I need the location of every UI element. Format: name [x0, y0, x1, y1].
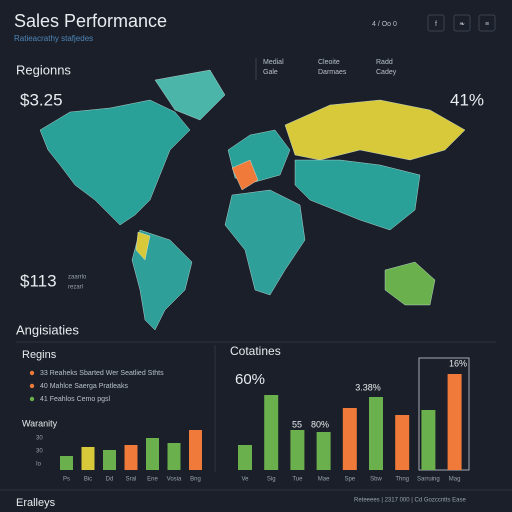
- annotation: 55: [292, 419, 302, 429]
- x-label: Bng: [190, 477, 201, 483]
- legend-line: Cleoite: [318, 59, 340, 66]
- x-label: Sig: [267, 477, 276, 483]
- bar: [167, 443, 181, 470]
- bar: [421, 410, 436, 470]
- axis-label: 30: [36, 436, 43, 442]
- africa: [224, 189, 306, 296]
- bar: [146, 438, 159, 470]
- south-america: [131, 229, 193, 331]
- x-label: Spe: [344, 477, 355, 483]
- footer-left: Eralleys: [16, 497, 56, 509]
- bar: [290, 430, 305, 470]
- legend-text: 40 Mahlce Saerga Pratleaks: [40, 383, 128, 390]
- legend-dot: [29, 370, 35, 376]
- bar: [447, 374, 462, 470]
- world-map: [39, 69, 466, 331]
- x-label: Ve: [241, 477, 249, 483]
- asia: [294, 159, 421, 231]
- legend-line: Cadey: [376, 69, 397, 76]
- panel-heading: Cotatines: [230, 344, 281, 358]
- toolbar-item[interactable]: ≡: [485, 21, 489, 28]
- legend-line: Gale: [263, 69, 278, 76]
- legend-line: Medial: [263, 59, 284, 66]
- legend-text: 41 Feahlos Cemo pgsl: [40, 396, 110, 403]
- chart-title: Waranity: [22, 418, 58, 428]
- australia: [384, 261, 436, 306]
- x-label: Sbw: [370, 477, 382, 483]
- annotation: 80%: [311, 419, 329, 429]
- bar: [124, 445, 138, 470]
- x-label: Dd: [106, 477, 114, 483]
- toolbar-item[interactable]: ❧: [459, 21, 465, 28]
- legend-line: Radd: [376, 59, 393, 66]
- russia: [284, 99, 466, 161]
- bar: [60, 456, 73, 470]
- footer-right: Reteeees | 2317 000 | Cd Gozccntts Ease: [354, 498, 467, 504]
- annotation: 16%: [449, 358, 467, 368]
- bar: [369, 397, 383, 470]
- x-label: Thng: [395, 477, 409, 483]
- toolbar-item[interactable]: 4 / Oo 0: [372, 21, 397, 28]
- highlight-box: [418, 357, 470, 471]
- x-label: Sarruing: [417, 477, 440, 483]
- stat: $3.25: [20, 90, 63, 109]
- greenland: [154, 69, 226, 121]
- icon-frame: [427, 14, 445, 32]
- stat: 41%: [450, 90, 484, 109]
- toolbar-item[interactable]: f: [435, 21, 437, 28]
- section-heading: Angisiaties: [16, 322, 79, 337]
- x-label: Bic: [84, 477, 92, 483]
- bar: [342, 408, 357, 470]
- annotation: 3.38%: [355, 382, 381, 392]
- panel-heading: Regins: [22, 349, 57, 361]
- title: Sales Performance: [14, 11, 167, 31]
- bar: [189, 430, 202, 470]
- bar: [238, 445, 252, 470]
- bar: [316, 432, 331, 470]
- bar: [395, 415, 410, 470]
- x-label: Ene: [147, 477, 158, 483]
- legend-text: 33 Reaheks Sbarted Wer Seatlied Sthts: [40, 370, 164, 377]
- stat: $113: [20, 271, 57, 290]
- x-label: Tue: [292, 477, 303, 483]
- legend-dot: [29, 396, 35, 402]
- axis-label: Io: [36, 462, 42, 468]
- legend-line: Darmaes: [318, 69, 347, 76]
- north-america: [39, 99, 191, 226]
- stat-note: rezarl: [68, 285, 83, 291]
- region-highlight: [231, 159, 259, 191]
- region-highlight: [135, 231, 151, 261]
- bar: [264, 395, 279, 470]
- icon-frame: [478, 14, 496, 32]
- x-label: Mae: [318, 477, 330, 483]
- icon-frame: [453, 14, 471, 32]
- axis-label: 30: [36, 449, 43, 455]
- bar: [103, 450, 116, 470]
- x-label: Vosia: [167, 477, 182, 483]
- subtitle: Ratieacrathy stafjedes: [14, 34, 93, 43]
- big-stat: 60%: [235, 371, 265, 388]
- x-label: Ps: [63, 477, 70, 483]
- legend-dot: [29, 383, 35, 389]
- x-label: Sral: [126, 477, 137, 483]
- map-heading: Regionns: [16, 62, 71, 77]
- stat-note: zaarrlo: [68, 275, 87, 281]
- x-label: Mag: [449, 477, 461, 483]
- bar: [81, 447, 95, 470]
